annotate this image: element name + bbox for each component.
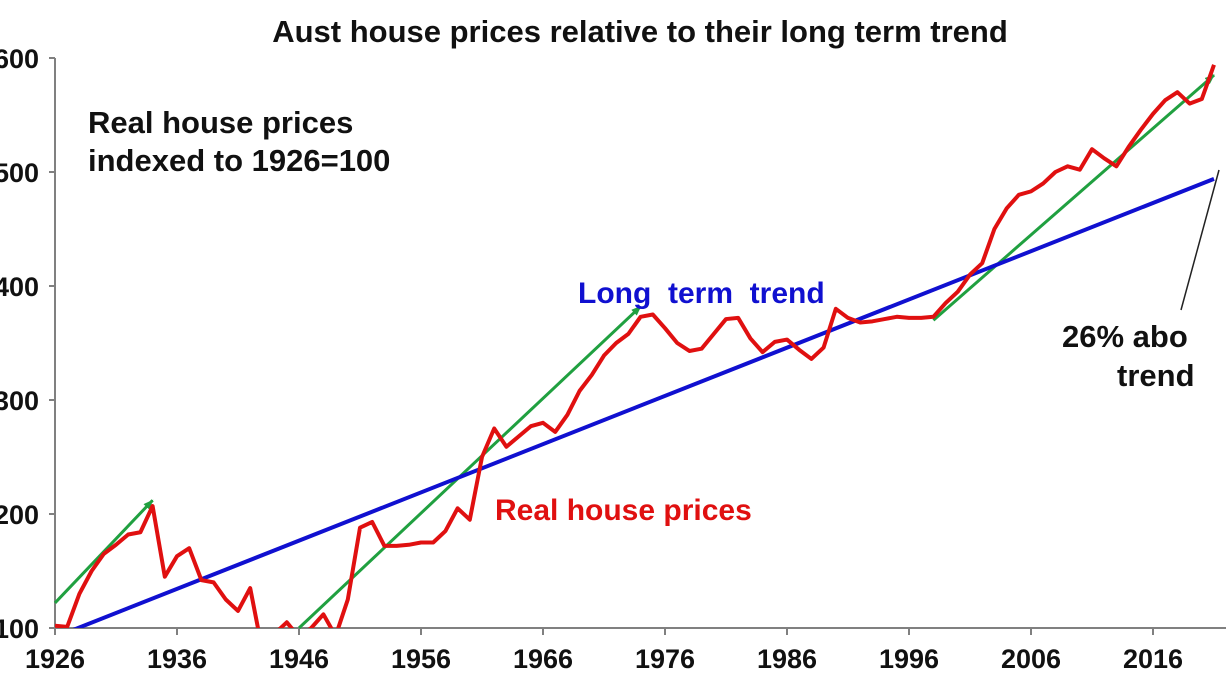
x-tick-label: 2016 (1123, 644, 1183, 674)
x-tick-label: 1956 (391, 644, 451, 674)
note-line-2: indexed to 1926=100 (88, 143, 390, 178)
y-tick-label: 400 (0, 272, 39, 302)
series-line-real-house-prices (55, 64, 1216, 628)
annotation-leader (1180, 169, 1220, 311)
x-tick-labels: 1926 1936 1946 1956 1966 1976 1986 1996 2006 2016 (25, 628, 1183, 674)
y-tick-label: 100 (0, 614, 39, 644)
x-tick-label: 1946 (269, 644, 329, 674)
annotation-line-2: trend (1117, 358, 1195, 393)
y-tick-label: 500 (0, 158, 39, 188)
y-tick-label: 200 (0, 500, 39, 530)
real-prices-label: Real house prices (495, 494, 752, 527)
x-tick-label: 1936 (147, 644, 207, 674)
x-tick-label: 1986 (757, 644, 817, 674)
x-tick-label: 2006 (1001, 644, 1061, 674)
x-tick-label: 1966 (513, 644, 573, 674)
x-tick-label: 1996 (879, 644, 939, 674)
y-tick-label: 300 (0, 386, 39, 416)
series-group (55, 64, 1216, 628)
trend-arrow-2 (297, 305, 642, 630)
note-line-1: Real house prices (88, 105, 353, 140)
trend-arrow-3 (932, 73, 1215, 322)
series-line-long-term-trend (72, 176, 1215, 628)
chart-title: Aust house prices relative to their long… (272, 14, 1008, 49)
y-tick-labels: 100 200 300 400 500 600 (0, 44, 55, 644)
annotation-line-1: 26% abo (1062, 319, 1188, 354)
x-tick-label: 1976 (635, 644, 695, 674)
trend-line-label: Long term trend (578, 277, 825, 310)
y-tick-label: 600 (0, 44, 39, 74)
x-tick-label: 1926 (25, 644, 85, 674)
